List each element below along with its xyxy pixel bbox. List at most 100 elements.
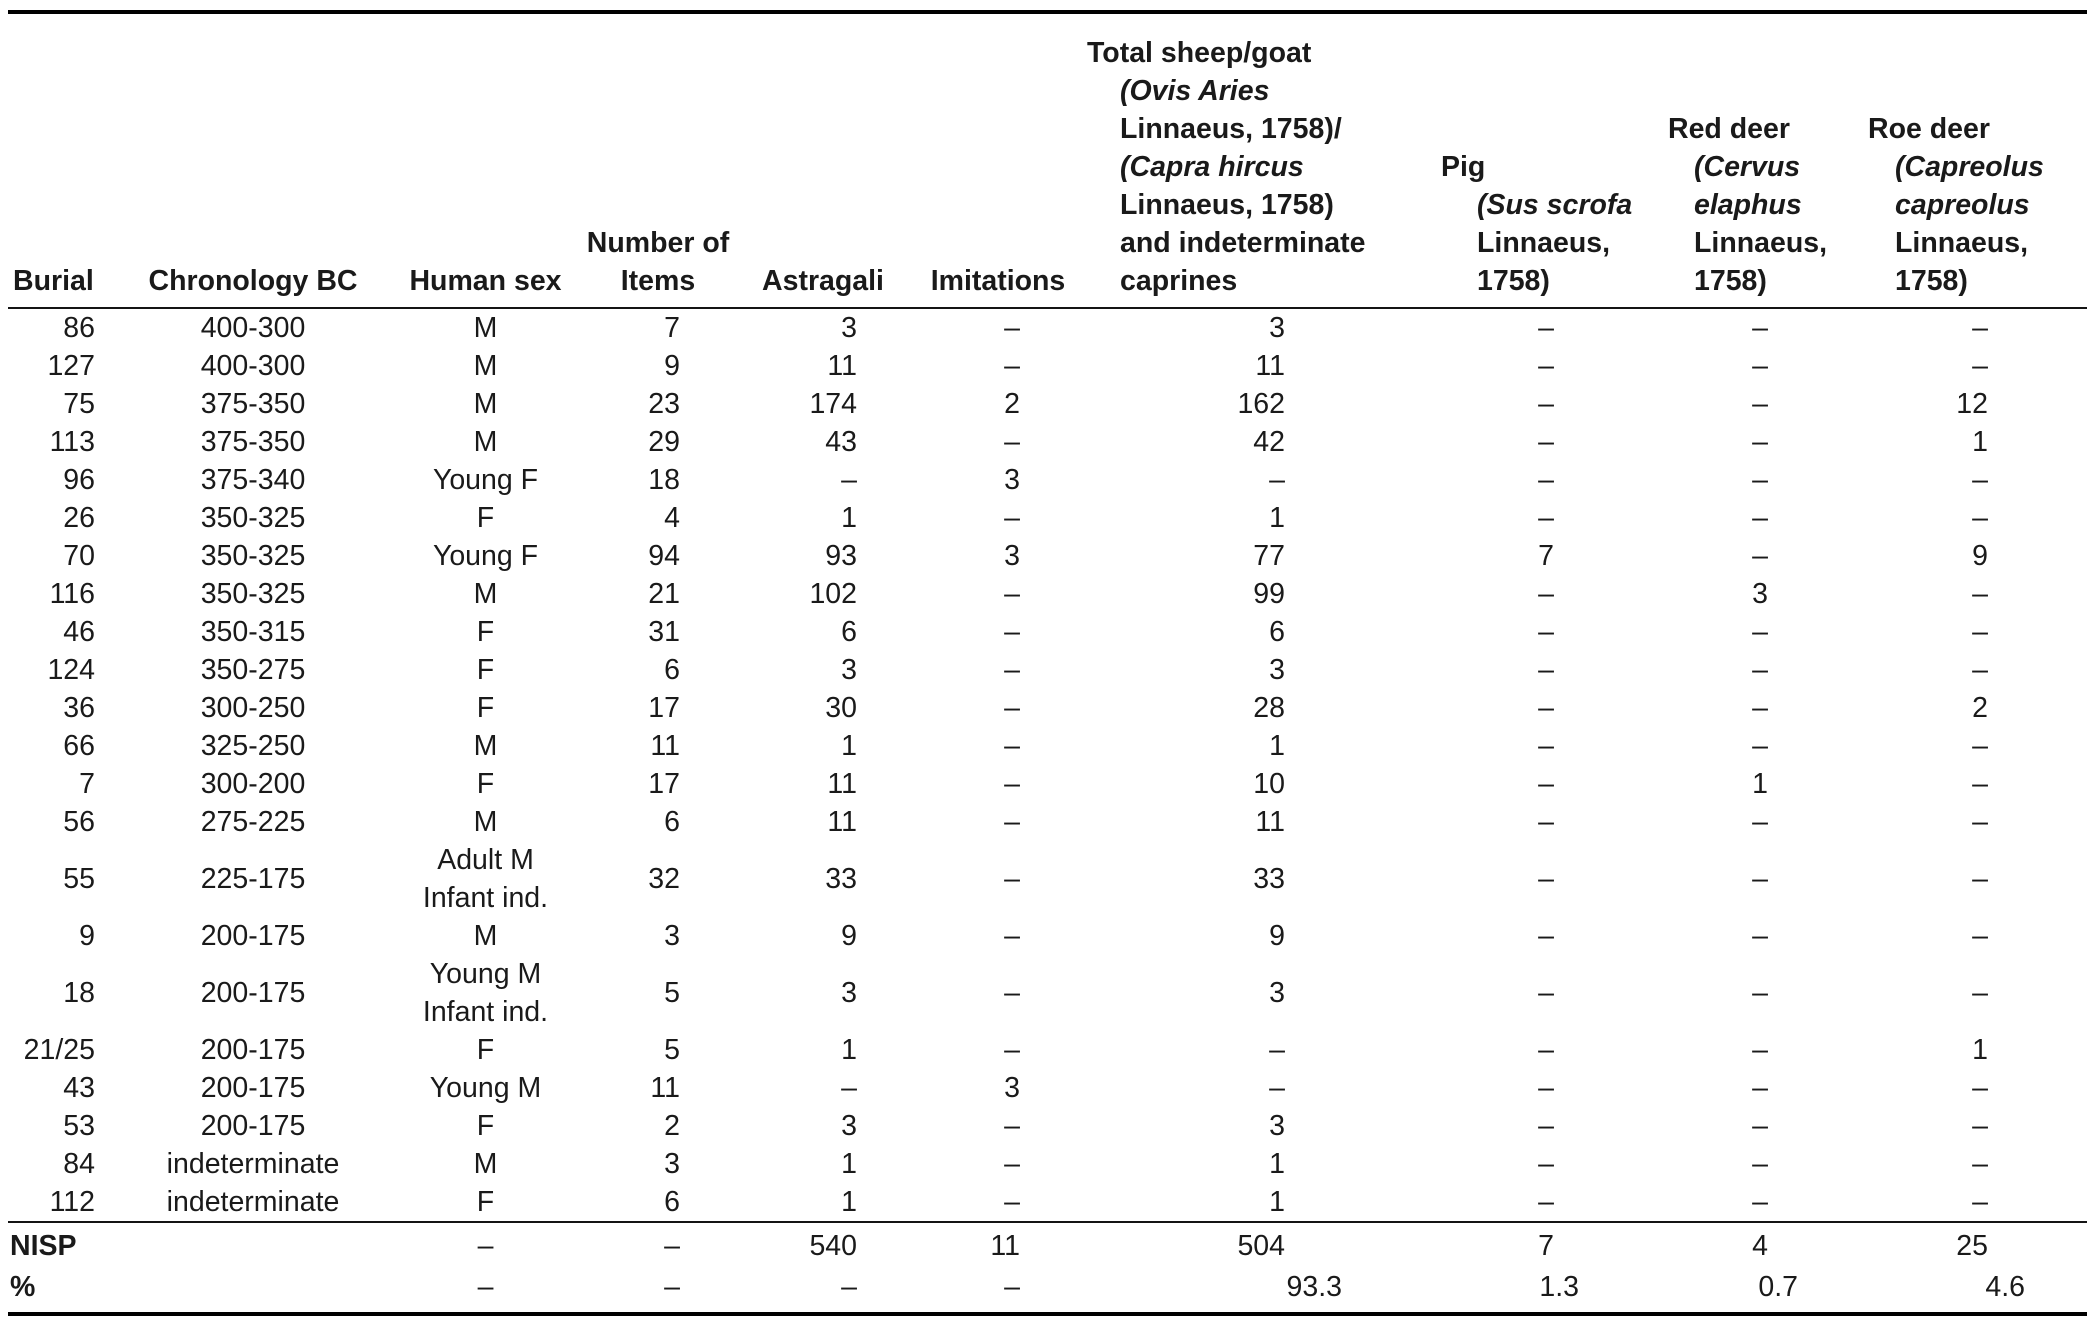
header-line: capreolus xyxy=(1895,189,2030,221)
cell-pig: – xyxy=(1538,920,1554,952)
cell-line: M xyxy=(473,426,498,458)
cell-chronology: 375-340 xyxy=(200,464,306,496)
cell-sheep_goat: 77 xyxy=(1253,540,1285,572)
cell-imitations: – xyxy=(1004,1110,1020,1142)
summary-cell-items: – xyxy=(664,1271,680,1303)
cell-burial: 53 xyxy=(63,1110,95,1142)
cell-red_deer: – xyxy=(1752,388,1768,420)
table-row-burial-70: 70 350-325 Young F 94 93 3 77 7–9 xyxy=(8,537,2087,575)
cell-roe_deer: – xyxy=(1972,730,1988,762)
cell-imitations: – xyxy=(1004,977,1020,1009)
summary-label: % xyxy=(10,1271,36,1303)
cell-red_deer: – xyxy=(1752,426,1768,458)
table-row-burial-21-25: 21/25 200-175 F 5 1 – – – – 1 xyxy=(8,1031,2087,1069)
cell-burial: 43 xyxy=(63,1072,95,1104)
cell-burial: 86 xyxy=(63,312,95,344)
cell-sex: F xyxy=(388,1031,583,1069)
cell-line: F xyxy=(476,616,495,648)
cell-astragali: 9 xyxy=(841,920,857,952)
cell-chronology: indeterminate xyxy=(166,1186,340,1218)
col-header-astragali: Astragali xyxy=(733,12,913,309)
cell-burial: 116 xyxy=(49,578,95,610)
header-line: Total sheep/goat xyxy=(1087,37,1312,69)
cell-roe_deer: – xyxy=(1972,1148,1988,1180)
cell-line: Infant ind. xyxy=(422,882,549,914)
cell-imitations: 2 xyxy=(1004,388,1020,420)
header-line: 1758) xyxy=(1895,265,1968,297)
table-row-burial-36: 36 300-250 F 17 30 – 28 – – 2 xyxy=(8,689,2087,727)
cell-items: 3 xyxy=(664,1148,680,1180)
cell-burial: 84 xyxy=(63,1148,95,1180)
header-line: and indeterminate xyxy=(1120,227,1366,259)
summary-cell-items: – xyxy=(583,1221,733,1268)
table-row-burial-66: 66 325-250 M 11 1–1– – – xyxy=(8,727,2087,765)
cell-sheep_goat: – xyxy=(1269,1072,1285,1104)
cell-sheep_goat: 10 xyxy=(1253,768,1285,800)
cell-astragali: 11 xyxy=(827,768,857,800)
cell-burial: 66 xyxy=(63,730,95,762)
cell-items: 6 xyxy=(664,654,680,686)
cell-roe_deer: – xyxy=(1972,502,1988,534)
cell-chronology: 350-325 xyxy=(200,578,306,610)
table-row-burial-9: 9 200-175 M 3 9 – 9 – – – xyxy=(8,917,2087,955)
cell-roe_deer: – xyxy=(1972,1072,1988,1104)
cell-pig: – xyxy=(1538,1186,1554,1218)
cell-chronology: 200-175 xyxy=(200,1034,306,1066)
cell-sex: M xyxy=(388,423,583,461)
cell-burial: 56 xyxy=(63,806,95,838)
cell-astragali: 11 xyxy=(827,806,857,838)
cell-chronology: 200-175 xyxy=(200,920,306,952)
header-line: Pig xyxy=(1441,151,1486,183)
cell-sheep_goat: 1 xyxy=(1269,1148,1285,1180)
table-header: Burial Chronology BC Human sex Number of Ite… xyxy=(8,12,2087,309)
cell-red_deer: – xyxy=(1752,863,1768,895)
cell-imitations: 3 xyxy=(1004,1072,1020,1104)
cell-pig: – xyxy=(1538,1110,1554,1142)
cell-sheep_goat: 162 xyxy=(1237,388,1285,420)
cell-sex: F xyxy=(388,613,583,651)
cell-pig: – xyxy=(1538,863,1554,895)
cell-imitations: – xyxy=(1004,616,1020,648)
cell-items: 31 xyxy=(648,616,680,648)
cell-items: 4 xyxy=(664,502,680,534)
cell-line: F xyxy=(476,692,495,724)
summary-cell-sex: – xyxy=(477,1271,494,1303)
cell-red_deer: – xyxy=(1752,977,1768,1009)
cell-sheep_goat: 11 xyxy=(1255,806,1285,838)
cell-chronology: 200-175 xyxy=(200,1110,306,1142)
cell-line: M xyxy=(473,806,498,838)
cell-roe_deer: – xyxy=(1972,312,1988,344)
summary-cell-chronology xyxy=(118,1268,388,1314)
cell-astragali: – xyxy=(841,464,857,496)
cell-sheep_goat: 99 xyxy=(1253,578,1285,610)
cell-astragali: 1 xyxy=(841,1148,857,1180)
cell-sex: M xyxy=(388,385,583,423)
header-line: Items xyxy=(620,265,696,297)
cell-sheep_goat: 3 xyxy=(1269,977,1285,1009)
cell-line: Young F xyxy=(432,540,539,572)
cell-roe_deer: – xyxy=(1972,350,1988,382)
header-line: (Capreolus xyxy=(1895,151,2044,183)
cell-sheep_goat: 33 xyxy=(1253,863,1285,895)
header-line: (Ovis Aries xyxy=(1120,75,1270,107)
cell-imitations: – xyxy=(1004,1148,1020,1180)
summary-cell-sheep_goat: 93.3 xyxy=(1286,1271,1342,1303)
summary-cell-red_deer: 0.7 xyxy=(1758,1271,1798,1303)
cell-sheep_goat: 3 xyxy=(1269,312,1285,344)
cell-line: Infant ind. xyxy=(422,996,549,1028)
cell-burial: 112 xyxy=(49,1186,95,1218)
cell-red_deer: – xyxy=(1752,464,1768,496)
cell-pig: – xyxy=(1538,350,1554,382)
cell-astragali: 1 xyxy=(841,730,857,762)
cell-burial: 46 xyxy=(63,616,95,648)
cell-sex: Adult M Infant ind. xyxy=(388,841,583,917)
cell-line: F xyxy=(476,1110,495,1142)
cell-sex: M xyxy=(388,575,583,613)
cell-roe_deer: – xyxy=(1972,578,1988,610)
cell-sex: M xyxy=(388,1145,583,1183)
cell-imitations: – xyxy=(1004,654,1020,686)
cell-items: 6 xyxy=(664,1186,680,1218)
cell-burial: 96 xyxy=(63,464,95,496)
summary-cell-astragali: 540 xyxy=(733,1221,913,1268)
summary-cell-sex: – xyxy=(388,1221,583,1268)
